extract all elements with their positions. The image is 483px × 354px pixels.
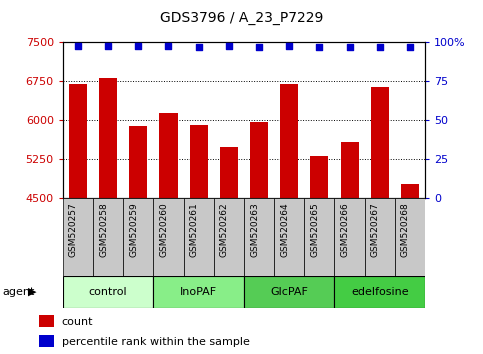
Text: GlcPAF: GlcPAF xyxy=(270,287,308,297)
Bar xyxy=(220,147,238,198)
Text: ▶: ▶ xyxy=(28,287,37,297)
Text: GSM520258: GSM520258 xyxy=(99,202,108,257)
Bar xyxy=(304,198,334,276)
Text: GSM520267: GSM520267 xyxy=(371,202,380,257)
Text: GSM520268: GSM520268 xyxy=(401,202,410,257)
Bar xyxy=(154,198,184,276)
Point xyxy=(134,43,142,48)
Bar xyxy=(63,276,154,308)
Bar xyxy=(365,198,395,276)
Bar xyxy=(244,198,274,276)
Text: GSM520261: GSM520261 xyxy=(190,202,199,257)
Text: GSM520264: GSM520264 xyxy=(280,202,289,257)
Bar xyxy=(159,113,178,198)
Text: control: control xyxy=(89,287,128,297)
Point xyxy=(346,44,354,50)
Bar xyxy=(334,276,425,308)
Text: GSM520263: GSM520263 xyxy=(250,202,259,257)
Text: GSM520265: GSM520265 xyxy=(311,202,319,257)
Bar xyxy=(93,198,123,276)
Bar xyxy=(189,125,208,198)
Point xyxy=(315,44,323,50)
Point xyxy=(74,43,82,48)
Bar xyxy=(274,198,304,276)
Bar xyxy=(129,126,147,198)
Bar xyxy=(99,78,117,198)
Bar xyxy=(401,184,419,198)
Bar xyxy=(371,87,389,198)
Text: percentile rank within the sample: percentile rank within the sample xyxy=(62,337,250,347)
Point xyxy=(255,44,263,50)
Bar xyxy=(123,198,154,276)
Bar xyxy=(63,198,93,276)
Point xyxy=(406,44,414,50)
Bar xyxy=(334,198,365,276)
Bar xyxy=(311,156,328,198)
Bar xyxy=(184,198,213,276)
Bar xyxy=(213,198,244,276)
Text: count: count xyxy=(62,318,93,327)
Text: InoPAF: InoPAF xyxy=(180,287,217,297)
Text: agent: agent xyxy=(2,287,35,297)
Bar xyxy=(280,84,298,198)
Bar xyxy=(244,276,334,308)
Point xyxy=(195,44,202,50)
Bar xyxy=(154,276,244,308)
Bar xyxy=(69,84,87,198)
Text: GSM520257: GSM520257 xyxy=(69,202,78,257)
Text: GSM520266: GSM520266 xyxy=(341,202,350,257)
Point xyxy=(165,43,172,48)
Text: GSM520259: GSM520259 xyxy=(129,202,138,257)
Point xyxy=(285,43,293,48)
Bar xyxy=(250,122,268,198)
Text: GSM520262: GSM520262 xyxy=(220,202,229,257)
Bar xyxy=(341,142,358,198)
Bar xyxy=(39,335,54,347)
Point xyxy=(225,43,233,48)
Text: GSM520260: GSM520260 xyxy=(159,202,169,257)
Text: edelfosine: edelfosine xyxy=(351,287,409,297)
Text: GDS3796 / A_23_P7229: GDS3796 / A_23_P7229 xyxy=(160,11,323,25)
Point xyxy=(104,43,112,48)
Point xyxy=(376,44,384,50)
Bar xyxy=(39,315,54,327)
Bar xyxy=(395,198,425,276)
